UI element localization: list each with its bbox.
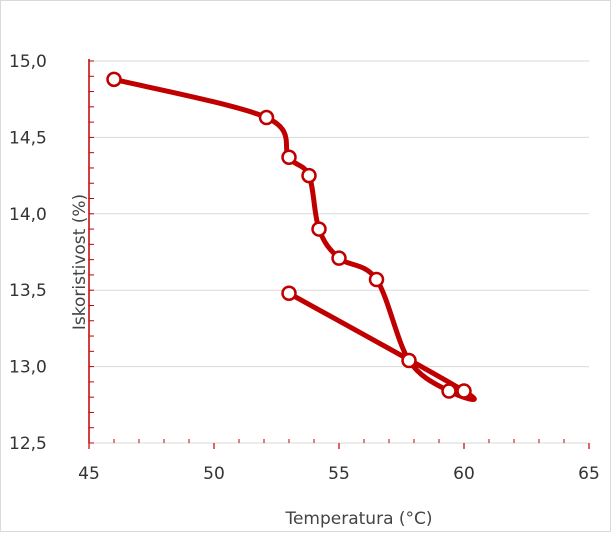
x-tick-label: 60 — [453, 464, 475, 484]
tick-layer — [88, 60, 590, 449]
data-point — [281, 149, 297, 166]
x-tick-label: 55 — [328, 464, 350, 484]
x-axis-title: Temperatura (°C) — [284, 509, 432, 529]
data-point — [456, 383, 472, 399]
series-layer — [111, 76, 477, 402]
y-tick-label: 14,5 — [9, 128, 47, 148]
y-tick-labels: 12,5 13,0 13,5 14,0 14,5 15,0 — [9, 52, 47, 454]
x-tick-label: 50 — [203, 464, 225, 484]
series-line — [111, 76, 477, 402]
data-point — [301, 167, 317, 184]
y-tick-label: 13,0 — [9, 358, 47, 378]
y-tick-label: 12,5 — [9, 434, 47, 454]
y-tick-label: 13,5 — [9, 281, 47, 301]
data-point — [441, 383, 457, 399]
y-axis-title: Iskoristivost (%) — [70, 194, 90, 330]
data-point — [106, 71, 122, 88]
y-tick-label: 15,0 — [9, 52, 47, 72]
data-point — [311, 221, 327, 237]
x-tick-labels: 45 50 55 60 65 — [78, 464, 600, 484]
data-point — [281, 285, 297, 302]
data-point — [258, 109, 275, 126]
x-tick-label: 65 — [578, 464, 600, 484]
data-point — [401, 352, 417, 369]
y-tick-label: 14,0 — [9, 205, 47, 225]
data-point — [331, 250, 347, 266]
x-tick-label: 45 — [78, 464, 100, 484]
marker-layer — [106, 71, 472, 399]
data-point — [368, 271, 385, 288]
